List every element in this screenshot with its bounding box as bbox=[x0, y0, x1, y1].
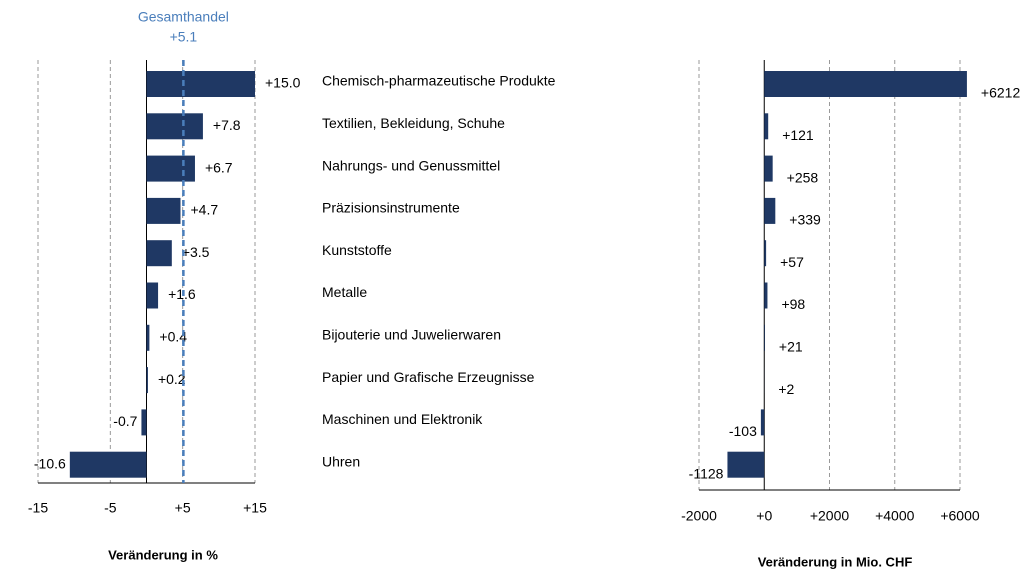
x-tick-label: +5 bbox=[175, 500, 191, 516]
axis-title: Veränderung in % bbox=[108, 547, 218, 562]
bar bbox=[146, 71, 255, 97]
value-label: -1128 bbox=[689, 465, 724, 481]
x-tick-label: +6000 bbox=[940, 508, 980, 524]
category-label: Bijouterie und Juwelierwaren bbox=[322, 327, 501, 343]
category-label: Präzisionsinstrumente bbox=[322, 200, 460, 216]
axis-title: Veränderung in Mio. CHF bbox=[758, 554, 913, 569]
bar bbox=[146, 324, 150, 351]
category-label: Kunststoffe bbox=[322, 242, 392, 258]
value-label: +98 bbox=[781, 296, 805, 312]
bar bbox=[760, 409, 765, 436]
value-label: +258 bbox=[787, 169, 819, 185]
bar bbox=[146, 367, 148, 394]
value-label: +4.7 bbox=[190, 202, 218, 218]
bar bbox=[146, 113, 203, 140]
reference-label: Gesamthandel bbox=[138, 9, 229, 25]
category-label: Uhren bbox=[322, 453, 360, 469]
bar bbox=[764, 113, 769, 140]
value-label: +0.4 bbox=[159, 329, 187, 345]
x-tick-label: -15 bbox=[28, 500, 48, 516]
bar bbox=[764, 155, 773, 182]
value-label: +121 bbox=[782, 127, 814, 143]
value-label: +57 bbox=[780, 254, 804, 270]
category-label: Papier und Grafische Erzeugnisse bbox=[322, 369, 535, 385]
x-tick-label: -2000 bbox=[681, 508, 717, 524]
value-label: +6212 bbox=[981, 85, 1021, 101]
value-label: -10.6 bbox=[34, 455, 66, 471]
value-label: +15.0 bbox=[265, 75, 301, 91]
reference-value: +5.1 bbox=[170, 29, 198, 45]
x-tick-label: +0 bbox=[756, 508, 772, 524]
category-label: Chemisch-pharmazeutische Produkte bbox=[322, 73, 556, 89]
value-label: +21 bbox=[779, 339, 803, 355]
bar bbox=[141, 409, 147, 436]
bar bbox=[69, 451, 147, 478]
value-label: -0.7 bbox=[113, 413, 137, 429]
x-tick-label: +2000 bbox=[810, 508, 850, 524]
bar bbox=[764, 71, 967, 97]
bar bbox=[727, 451, 765, 478]
value-label: +339 bbox=[789, 212, 821, 228]
value-label: +0.2 bbox=[158, 371, 186, 387]
value-label: +6.7 bbox=[205, 159, 233, 175]
x-tick-label: -5 bbox=[104, 500, 117, 516]
category-label: Nahrungs- und Genussmittel bbox=[322, 157, 500, 173]
bar bbox=[764, 197, 776, 224]
bar bbox=[764, 324, 765, 351]
bar bbox=[146, 240, 172, 267]
value-label: -103 bbox=[729, 423, 757, 439]
x-tick-label: +4000 bbox=[875, 508, 915, 524]
bar bbox=[146, 197, 181, 224]
value-label: +1.6 bbox=[168, 286, 196, 302]
bar bbox=[146, 155, 195, 182]
bar bbox=[764, 282, 768, 309]
value-label: +7.8 bbox=[213, 117, 241, 133]
bar bbox=[146, 282, 159, 309]
x-tick-label: +15 bbox=[243, 500, 267, 516]
value-label: +2 bbox=[778, 381, 794, 397]
value-label: +3.5 bbox=[182, 244, 210, 260]
category-label: Metalle bbox=[322, 284, 367, 300]
category-label: Textilien, Bekleidung, Schuhe bbox=[322, 115, 505, 131]
bar bbox=[764, 240, 767, 267]
category-label: Maschinen und Elektronik bbox=[322, 411, 483, 427]
